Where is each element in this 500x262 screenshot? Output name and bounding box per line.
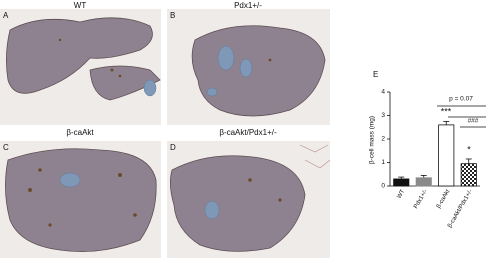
y-tick-label: 4 (381, 89, 385, 96)
vessel (299, 144, 331, 169)
bar (415, 177, 432, 187)
panel-title: WT (74, 1, 87, 10)
islet-dot (58, 38, 62, 42)
islet-dot (38, 168, 42, 172)
panel-letter: E (373, 70, 378, 79)
islet-dot (118, 173, 122, 177)
islet-dot (248, 178, 252, 182)
bar (460, 163, 477, 187)
islet-dot (118, 74, 122, 78)
tissue (170, 155, 306, 252)
panel-b: B Pdx1+/- (167, 1, 330, 125)
panel-letter: C (3, 143, 9, 152)
islet-dot (278, 198, 282, 202)
y-tick-label: 2 (381, 136, 385, 143)
bar (393, 178, 410, 187)
significance: * (467, 144, 471, 154)
islet-dot (268, 58, 272, 62)
y-tick-label: 1 (381, 159, 385, 166)
tissue (6, 17, 153, 94)
panel-letter: D (170, 143, 176, 152)
islet (217, 45, 235, 71)
significance: *** (441, 106, 452, 116)
tissue (5, 148, 157, 253)
x-tick-label: Pdx1+/- (413, 189, 429, 210)
panel-letter: A (3, 11, 9, 20)
islet-dot (110, 68, 114, 72)
y-tick-label: 0 (381, 183, 385, 190)
panel-d: D β-caAkt/Pdx1+/- (167, 128, 331, 258)
significance-brackets (437, 105, 486, 128)
panel-title: Pdx1+/- (234, 1, 262, 10)
y-axis-label: β-cell mass (mg) (369, 116, 376, 164)
p-value: p = 0.07 (449, 96, 473, 103)
y-tick-label: 3 (381, 112, 385, 119)
x-tick-label: β-caAkt/Pdx1+/- (447, 189, 474, 229)
islet (59, 172, 81, 188)
panel-a: A WT (0, 1, 161, 125)
panel-letter: B (170, 11, 175, 20)
panel-c: C β-caAkt (0, 128, 161, 258)
panel-title: β-caAkt/Pdx1+/- (219, 128, 277, 137)
tissue (89, 65, 161, 101)
islet-dot (28, 188, 32, 192)
islet (204, 200, 220, 220)
islet (239, 58, 253, 78)
islet-dot (48, 223, 52, 227)
panel-title: β-caAkt (66, 128, 94, 137)
x-tick-label: WT (396, 188, 406, 199)
islet (206, 87, 218, 97)
bar (438, 124, 455, 187)
islet-dot (133, 213, 137, 217)
significance: ### (468, 118, 479, 125)
islet (143, 79, 157, 97)
x-tick-label: β-caAkt (436, 189, 452, 210)
